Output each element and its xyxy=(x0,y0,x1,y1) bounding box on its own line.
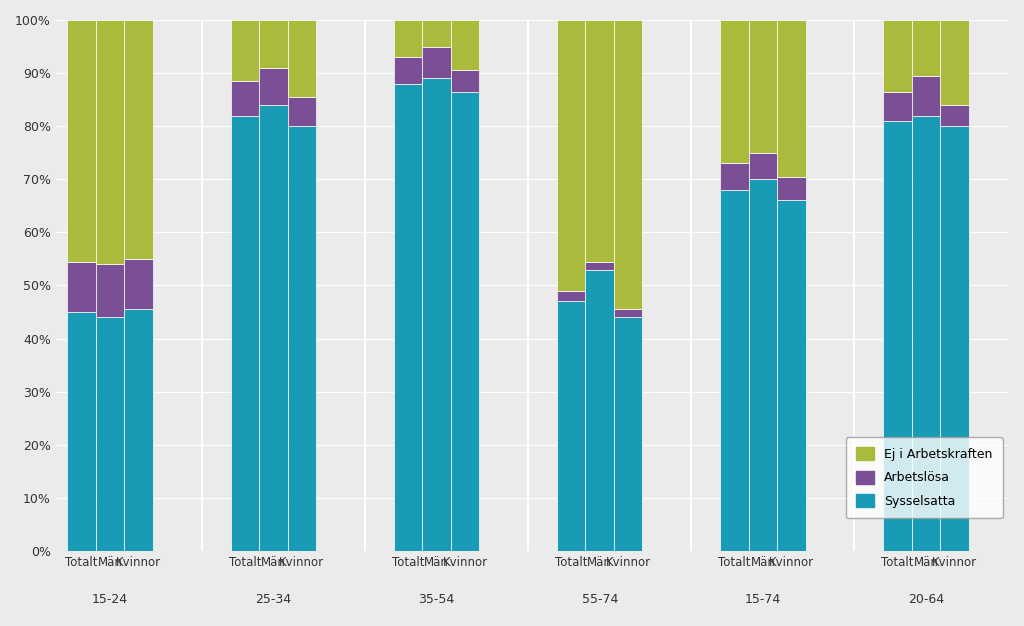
Bar xyxy=(451,20,479,71)
Bar xyxy=(68,20,96,262)
Bar xyxy=(777,20,806,177)
Bar xyxy=(394,20,422,57)
Text: 55-74: 55-74 xyxy=(582,593,617,605)
Bar xyxy=(288,126,316,551)
Bar xyxy=(124,259,153,309)
Bar xyxy=(96,20,124,264)
Bar xyxy=(259,68,288,105)
Bar xyxy=(451,91,479,551)
Bar xyxy=(720,20,749,163)
Bar xyxy=(230,20,259,81)
Bar xyxy=(614,309,642,317)
Legend: Ej i Arbetskraften, Arbetslösa, Sysselsatta: Ej i Arbetskraften, Arbetslösa, Sysselsa… xyxy=(846,437,1002,518)
Bar xyxy=(749,179,777,551)
Text: 20-64: 20-64 xyxy=(908,593,944,605)
Bar xyxy=(394,84,422,551)
Bar xyxy=(777,177,806,200)
Bar xyxy=(124,309,153,551)
Bar xyxy=(940,20,969,105)
Bar xyxy=(720,163,749,190)
Bar xyxy=(394,57,422,84)
Bar xyxy=(884,91,911,121)
Bar xyxy=(586,270,614,551)
Bar xyxy=(557,290,586,301)
Text: 25-34: 25-34 xyxy=(255,593,292,605)
Text: 15-24: 15-24 xyxy=(92,593,128,605)
Text: 15-74: 15-74 xyxy=(744,593,781,605)
Bar xyxy=(586,262,614,270)
Bar xyxy=(940,126,969,551)
Bar xyxy=(259,20,288,68)
Bar xyxy=(68,262,96,312)
Bar xyxy=(288,20,316,97)
Bar xyxy=(422,46,451,78)
Bar xyxy=(230,81,259,116)
Bar xyxy=(749,20,777,153)
Bar xyxy=(259,105,288,551)
Bar xyxy=(614,20,642,309)
Bar xyxy=(911,20,940,76)
Bar xyxy=(230,116,259,551)
Bar xyxy=(124,20,153,259)
Bar xyxy=(911,116,940,551)
Bar xyxy=(911,76,940,116)
Bar xyxy=(422,20,451,46)
Bar xyxy=(451,71,479,91)
Bar xyxy=(288,97,316,126)
Bar xyxy=(557,20,586,290)
Bar xyxy=(96,317,124,551)
Bar xyxy=(884,20,911,91)
Bar xyxy=(749,153,777,179)
Bar xyxy=(68,312,96,551)
Bar xyxy=(940,105,969,126)
Bar xyxy=(884,121,911,551)
Text: 35-54: 35-54 xyxy=(419,593,455,605)
Bar xyxy=(720,190,749,551)
Bar xyxy=(777,200,806,551)
Bar xyxy=(422,78,451,551)
Bar xyxy=(614,317,642,551)
Bar xyxy=(557,301,586,551)
Bar xyxy=(96,264,124,317)
Bar xyxy=(586,20,614,262)
